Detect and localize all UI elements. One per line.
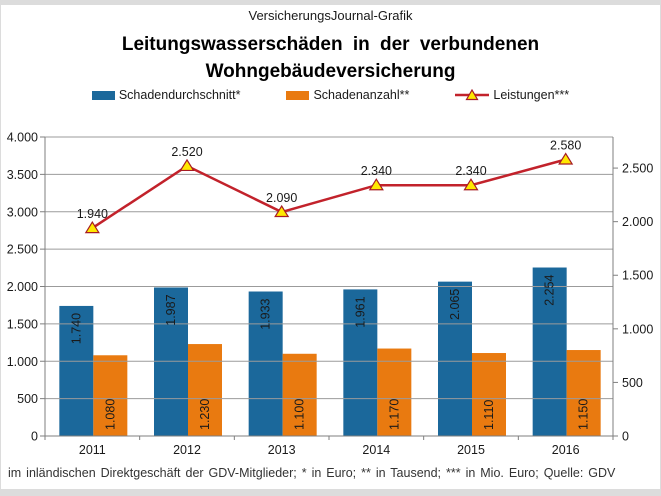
left-axis-label: 1.500 [7,317,38,331]
bar-label-schadenanzahl-2014: 1.170 [387,399,401,430]
right-axis-label: 1.000 [622,322,653,336]
legend-item-schadendurchschnitt: Schadendurchschnitt* [91,88,241,102]
brand-caption: VersicherungsJournal-Grafik [248,8,413,23]
plot-area: 1.740 1.080 1.987 1.230 1.933 1.100 1.961 1.170… [7,131,654,458]
bar-label-schadendurchschnitt-2014: 1.961 [353,296,367,327]
bar-label-schadenanzahl-2013: 1.100 [293,399,307,430]
marker-triangle-2013 [274,204,290,218]
bar-label-schadendurchschnitt-2013: 1.933 [259,298,273,329]
chart-legend: Schadendurchschnitt* Schadenanzahl** Lei… [0,88,661,102]
footnote: im inländischen Direktgeschäft der GDV-M… [8,466,616,480]
marker-triangle-2012 [179,158,195,172]
bar-label-schadendurchschnitt-2016: 2.254 [543,274,557,305]
frame-border-bottom [0,489,661,496]
left-axis-label: 0 [31,430,38,444]
chart-title: Leitungswasserschäden in der verbundenen… [0,31,661,85]
bar-label-schadendurchschnitt-2011: 1.740 [69,313,83,344]
marker-triangle-2011 [84,220,100,234]
bar-schadenanzahl-2015 [472,353,506,436]
right-axis-label: 2.500 [622,162,653,176]
line-label-2016: 2.580 [550,139,581,153]
right-axis-label: 500 [622,376,643,390]
bar-schadendurchschnitt-2013 [248,291,283,436]
line-label-2013: 2.090 [266,191,297,205]
marker-triangle-2015 [463,178,479,191]
bar-schadenanzahl-2014 [377,348,412,436]
bar-schadenanzahl-2013 [282,353,317,436]
legend-label: Schadenanzahl** [313,88,410,102]
x-axis-label-2016: 2016 [552,443,580,457]
marker-triangle-2014 [368,178,384,191]
legend-swatch-blue-icon [91,90,115,100]
bar-label-schadenanzahl-2012: 1.230 [198,399,212,430]
left-axis-label: 500 [17,392,38,406]
line-label-2011: 1.940 [77,207,108,221]
bar-schadenanzahl-2012 [188,344,222,436]
legend-swatch-orange-icon [286,90,310,100]
bar-label-schadenanzahl-2011: 1.080 [103,399,117,430]
x-axis-label-2014: 2014 [362,443,390,457]
marker-triangle-2016 [558,152,574,165]
line-label-2015: 2.340 [455,164,486,178]
bar-label-schadendurchschnitt-2015: 2.065 [448,289,462,320]
legend-label: Schadendurchschnitt* [118,88,241,102]
x-axis-label-2012: 2012 [173,443,201,457]
frame-border-top [0,0,661,5]
legend-label: Leistungen*** [493,88,570,102]
x-axis-label-2015: 2015 [457,443,485,457]
bar-schadendurchschnitt-2015 [438,281,472,436]
left-axis-label: 4.000 [7,131,38,145]
bar-schadenanzahl-2011 [93,355,128,436]
legend-item-schadenanzahl: Schadenanzahl** [286,88,409,102]
left-axis-label: 3.500 [7,168,38,182]
x-axis-label-2011: 2011 [79,443,106,457]
right-axis-label: 1.500 [622,269,653,283]
line-label-2014: 2.340 [361,164,392,178]
left-axis-label: 3.000 [7,205,38,219]
right-axis-label: 2.000 [622,215,653,229]
bar-label-schadenanzahl-2015: 1.110 [482,400,496,430]
bar-schadenanzahl-2016 [566,350,601,436]
bar-label-schadenanzahl-2016: 1.150 [577,399,591,430]
line-label-2012: 2.520 [171,145,202,159]
right-axis-label: 0 [622,430,629,444]
line-leistungen [91,158,566,230]
bar-label-schadendurchschnitt-2012: 1.987 [164,294,178,325]
left-axis-label: 1.000 [7,355,38,369]
frame-border-left [0,0,1,496]
left-axis-label: 2.500 [7,243,38,257]
chart-title-line2: Wohngebäudeversicherung [205,61,456,82]
bar-schadendurchschnitt-2016 [532,267,567,436]
legend-line-triangle-icon [455,89,490,101]
left-axis-label: 2.000 [7,280,38,294]
bar-schadendurchschnitt-2014 [343,289,378,436]
x-axis-label-2013: 2013 [268,443,296,457]
bar-schadendurchschnitt-2011 [59,305,94,436]
chart-title-line1: Leitungswasserschäden in der verbundenen [121,34,540,55]
legend-item-leistungen: Leistungen*** [455,88,569,102]
